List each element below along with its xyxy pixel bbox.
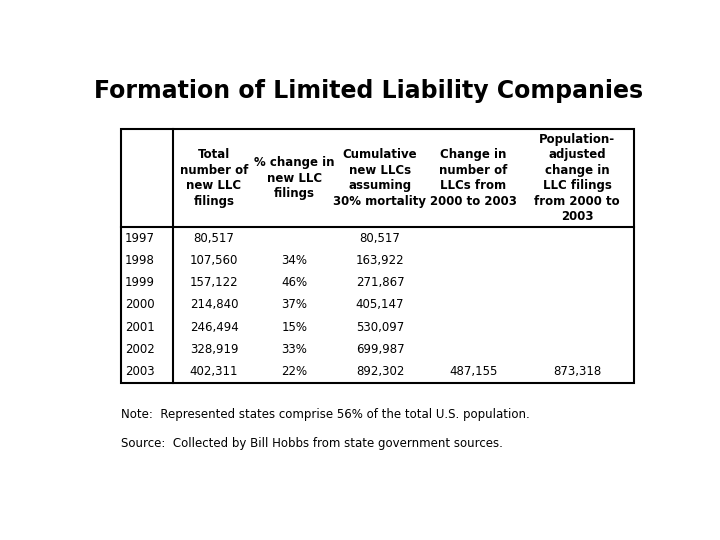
Text: % change in
new LLC
filings: % change in new LLC filings bbox=[254, 156, 335, 200]
Text: 214,840: 214,840 bbox=[190, 299, 238, 312]
Text: 1999: 1999 bbox=[125, 276, 155, 289]
Text: 2003: 2003 bbox=[125, 365, 155, 378]
Text: 37%: 37% bbox=[282, 299, 307, 312]
Text: 163,922: 163,922 bbox=[356, 254, 404, 267]
Text: 2000: 2000 bbox=[125, 299, 155, 312]
Text: 34%: 34% bbox=[282, 254, 307, 267]
Text: 402,311: 402,311 bbox=[190, 365, 238, 378]
Text: 157,122: 157,122 bbox=[189, 276, 238, 289]
Text: 22%: 22% bbox=[282, 365, 307, 378]
Text: 46%: 46% bbox=[282, 276, 307, 289]
Text: 2002: 2002 bbox=[125, 343, 155, 356]
Text: Formation of Limited Liability Companies: Formation of Limited Liability Companies bbox=[94, 79, 644, 103]
Text: 1998: 1998 bbox=[125, 254, 155, 267]
Text: 246,494: 246,494 bbox=[189, 321, 238, 334]
Text: 405,147: 405,147 bbox=[356, 299, 404, 312]
Text: 107,560: 107,560 bbox=[190, 254, 238, 267]
Text: 1997: 1997 bbox=[125, 232, 155, 245]
Text: 2001: 2001 bbox=[125, 321, 155, 334]
Text: 892,302: 892,302 bbox=[356, 365, 404, 378]
Text: 80,517: 80,517 bbox=[194, 232, 235, 245]
Text: 271,867: 271,867 bbox=[356, 276, 404, 289]
Text: 15%: 15% bbox=[282, 321, 307, 334]
Text: Change in
number of
LLCs from
2000 to 2003: Change in number of LLCs from 2000 to 20… bbox=[430, 148, 517, 208]
Text: 33%: 33% bbox=[282, 343, 307, 356]
Text: Source:  Collected by Bill Hobbs from state government sources.: Source: Collected by Bill Hobbs from sta… bbox=[121, 437, 503, 450]
Text: 699,987: 699,987 bbox=[356, 343, 404, 356]
Text: Population-
adjusted
change in
LLC filings
from 2000 to
2003: Population- adjusted change in LLC filin… bbox=[534, 133, 620, 224]
Text: 873,318: 873,318 bbox=[553, 365, 601, 378]
Text: Cumulative
new LLCs
assuming
30% mortality: Cumulative new LLCs assuming 30% mortali… bbox=[333, 148, 426, 208]
Text: 328,919: 328,919 bbox=[190, 343, 238, 356]
Text: Total
number of
new LLC
filings: Total number of new LLC filings bbox=[180, 148, 248, 208]
Text: 487,155: 487,155 bbox=[449, 365, 498, 378]
Text: 530,097: 530,097 bbox=[356, 321, 404, 334]
Text: Note:  Represented states comprise 56% of the total U.S. population.: Note: Represented states comprise 56% of… bbox=[121, 408, 529, 421]
Text: 80,517: 80,517 bbox=[359, 232, 400, 245]
